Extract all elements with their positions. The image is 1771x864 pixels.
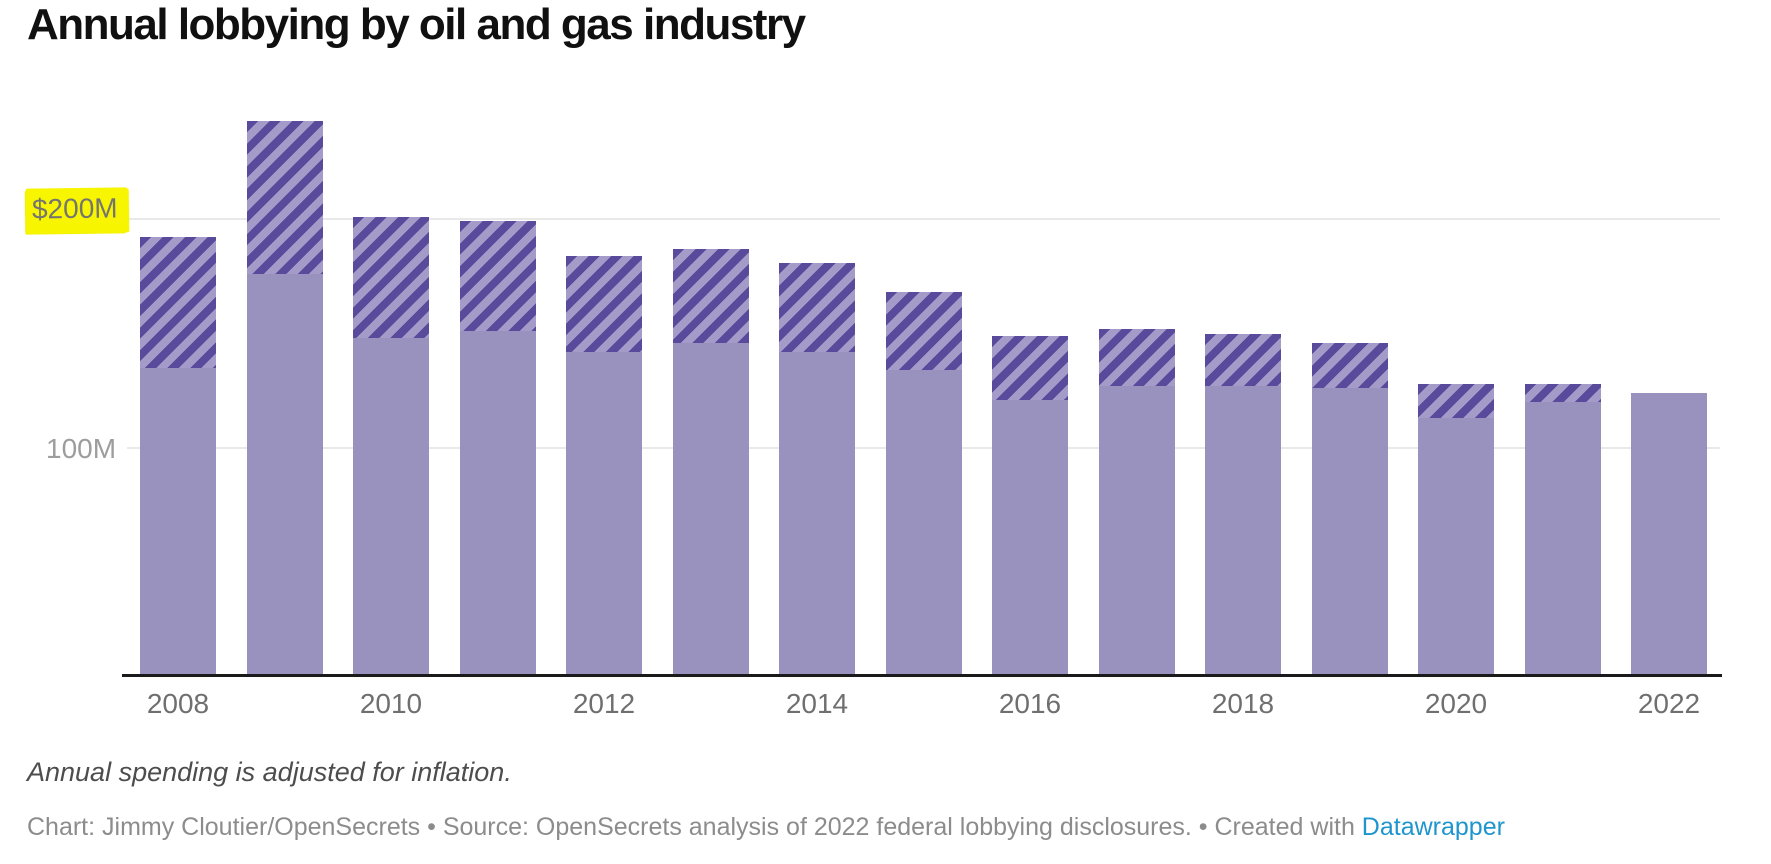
bar-2013[interactable]	[672, 248, 749, 677]
bar-hatched-segment	[459, 221, 536, 332]
bar-hatched-segment	[353, 216, 429, 339]
bar-solid-segment	[1311, 388, 1388, 677]
bar-solid-segment	[1524, 402, 1601, 677]
x-tick-2016: 2016	[998, 688, 1062, 719]
x-tick-2010: 2010	[359, 688, 423, 719]
bar-solid-segment	[1205, 386, 1281, 677]
x-tick-2022: 2022	[1637, 688, 1701, 719]
bar-2019[interactable]	[1311, 342, 1388, 677]
bar-solid-segment	[885, 370, 962, 677]
bar-solid-segment	[140, 367, 216, 677]
gridline-200m	[127, 218, 1720, 220]
x-tick-2020: 2020	[1424, 688, 1488, 719]
bar-2008[interactable]	[140, 237, 216, 677]
x-axis-baseline	[122, 674, 1722, 677]
bar-hatched-segment	[1205, 333, 1281, 387]
y-axis-label-100m: 100M	[46, 433, 117, 464]
bar-solid-segment	[1631, 393, 1707, 677]
x-tick-2014: 2014	[785, 688, 849, 719]
bar-series	[140, 120, 1707, 677]
bar-hatched-segment	[1098, 328, 1175, 387]
bar-2011[interactable]	[459, 221, 536, 677]
bar-2018[interactable]	[1205, 333, 1281, 677]
bar-solid-segment	[353, 338, 429, 677]
bar-solid-segment	[672, 342, 749, 677]
bar-hatched-segment	[140, 237, 216, 368]
bar-hatched-segment	[246, 120, 323, 274]
credits-text: Chart: Jimmy Cloutier/OpenSecrets • Sour…	[27, 813, 1362, 841]
bar-2021[interactable]	[1524, 383, 1601, 677]
credits-line: Chart: Jimmy Cloutier/OpenSecrets • Sour…	[27, 813, 1505, 842]
bar-solid-segment	[566, 351, 642, 677]
bar-hatched-segment	[1418, 383, 1494, 419]
datawrapper-link[interactable]: Datawrapper	[1361, 813, 1505, 841]
bar-solid-segment	[992, 399, 1068, 677]
bar-2015[interactable]	[885, 292, 962, 677]
bar-hatched-segment	[566, 255, 642, 352]
bar-hatched-segment	[1311, 342, 1388, 389]
x-tick-2008: 2008	[146, 688, 210, 719]
bar-solid-segment	[1418, 418, 1494, 677]
x-tick-2012: 2012	[572, 688, 636, 719]
bar-2010[interactable]	[353, 216, 429, 677]
bar-hatched-segment	[992, 335, 1068, 400]
bar-2009[interactable]	[246, 120, 323, 677]
chart-title: Annual lobbying by oil and gas industry	[27, 0, 806, 49]
x-tick-2018: 2018	[1211, 688, 1275, 719]
chart-plot-area: $200M 100M 2008 2010 2012 2014 2016 2018 2020 2…	[25, 120, 1722, 719]
bar-2014[interactable]	[779, 262, 855, 677]
bar-2022[interactable]	[1631, 393, 1707, 677]
bar-2020[interactable]	[1418, 383, 1494, 677]
bar-hatched-segment	[1524, 383, 1601, 403]
bar-hatched-segment	[885, 292, 962, 371]
bar-2017[interactable]	[1098, 328, 1175, 677]
y-axis-label-200m-highlighted: $200M	[25, 187, 127, 233]
bar-hatched-segment	[779, 262, 855, 352]
bar-2012[interactable]	[566, 255, 642, 677]
bar-solid-segment	[246, 273, 323, 677]
bar-solid-segment	[1098, 386, 1175, 677]
bar-solid-segment	[459, 331, 536, 677]
bar-2016[interactable]	[992, 335, 1068, 677]
bar-hatched-segment	[672, 248, 749, 343]
chart-footnote: Annual spending is adjusted for inflatio…	[27, 757, 512, 787]
bar-solid-segment	[779, 351, 855, 677]
